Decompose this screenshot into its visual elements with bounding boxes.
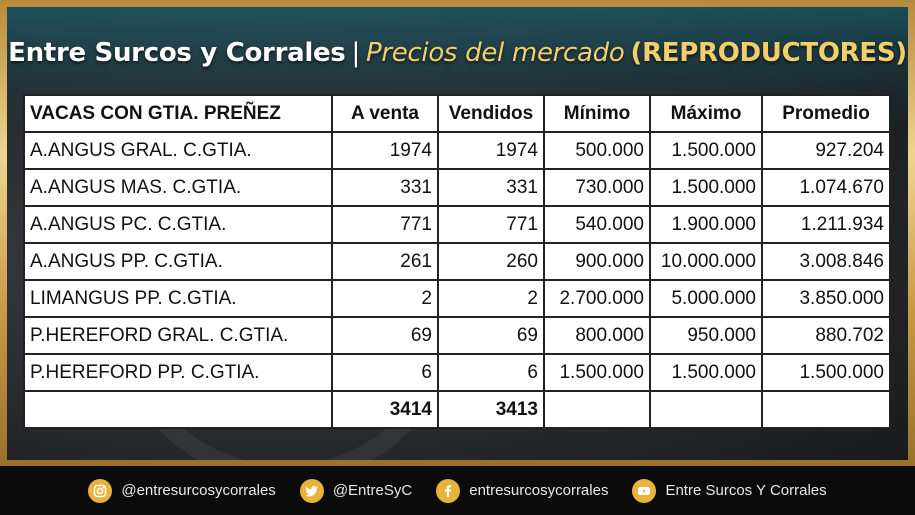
column-header-for-sale: A venta bbox=[331, 94, 439, 133]
cell-average: 1.211.934 bbox=[761, 205, 891, 244]
cell-max: 1.500.000 bbox=[649, 353, 763, 392]
twitter-icon bbox=[299, 478, 324, 503]
cell-total-max bbox=[649, 390, 763, 429]
page-title: Entre Surcos y Corrales | Precios del merc… bbox=[0, 38, 915, 68]
cell-average: 927.204 bbox=[761, 131, 891, 170]
cell-average: 3.850.000 bbox=[761, 279, 891, 318]
table-row: LIMANGUS PP. C.GTIA. 2 2 2.700.000 5.000… bbox=[23, 279, 891, 318]
title-separator: | bbox=[351, 38, 360, 68]
cell-sold: 1974 bbox=[437, 131, 545, 170]
column-header-sold: Vendidos bbox=[437, 94, 545, 133]
cell-total-for-sale: 3414 bbox=[331, 390, 439, 429]
column-header-category: VACAS CON GTIA. PREÑEZ bbox=[23, 94, 333, 133]
column-header-max: Máximo bbox=[649, 94, 763, 133]
cell-sold: 6 bbox=[437, 353, 545, 392]
prices-table: VACAS CON GTIA. PREÑEZ A venta Vendidos … bbox=[23, 94, 891, 429]
youtube-icon bbox=[632, 478, 657, 503]
table-row: P.HEREFORD PP. C.GTIA. 6 6 1.500.000 1.5… bbox=[23, 353, 891, 392]
cell-min: 800.000 bbox=[543, 316, 651, 355]
cell-max: 1.500.000 bbox=[649, 131, 763, 170]
cell-for-sale: 69 bbox=[331, 316, 439, 355]
twitter-handle: @EntreSyC bbox=[332, 482, 413, 499]
instagram-icon bbox=[88, 478, 113, 503]
cell-total-sold: 3413 bbox=[437, 390, 545, 429]
social-footer: @entresurcosycorrales @EntreSyC entresur… bbox=[0, 466, 915, 515]
cell-min: 730.000 bbox=[543, 168, 651, 207]
column-header-average: Promedio bbox=[761, 94, 891, 133]
cell-max: 950.000 bbox=[649, 316, 763, 355]
cell-for-sale: 2 bbox=[331, 279, 439, 318]
table-row: A.ANGUS PC. C.GTIA. 771 771 540.000 1.90… bbox=[23, 205, 891, 244]
cell-sold: 331 bbox=[437, 168, 545, 207]
cell-max: 5.000.000 bbox=[649, 279, 763, 318]
cell-min: 500.000 bbox=[543, 131, 651, 170]
cell-total-min bbox=[543, 390, 651, 429]
cell-sold: 2 bbox=[437, 279, 545, 318]
youtube-handle: Entre Surcos Y Corrales bbox=[665, 482, 827, 499]
table-header-row: VACAS CON GTIA. PREÑEZ A venta Vendidos … bbox=[23, 94, 891, 133]
totals-row: 3414 3413 bbox=[23, 390, 891, 429]
cell-category: P.HEREFORD PP. C.GTIA. bbox=[23, 353, 333, 392]
title-subtitle: Precios del mercado bbox=[365, 38, 625, 68]
cell-min: 900.000 bbox=[543, 242, 651, 281]
cell-max: 1.500.000 bbox=[649, 168, 763, 207]
cell-total-average bbox=[761, 390, 891, 429]
cell-for-sale: 261 bbox=[331, 242, 439, 281]
table-row: A.ANGUS GRAL. C.GTIA. 1974 1974 500.000 … bbox=[23, 131, 891, 170]
cell-category: A.ANGUS GRAL. C.GTIA. bbox=[23, 131, 333, 170]
cell-average: 1.074.670 bbox=[761, 168, 891, 207]
cell-average: 3.008.846 bbox=[761, 242, 891, 281]
cell-for-sale: 1974 bbox=[331, 131, 439, 170]
table-row: A.ANGUS PP. C.GTIA. 261 260 900.000 10.0… bbox=[23, 242, 891, 281]
instagram-link[interactable]: @entresurcosycorrales bbox=[88, 478, 276, 503]
facebook-icon bbox=[436, 478, 461, 503]
cell-for-sale: 331 bbox=[331, 168, 439, 207]
column-header-min: Mínimo bbox=[543, 94, 651, 133]
cell-min: 2.700.000 bbox=[543, 279, 651, 318]
youtube-link[interactable]: Entre Surcos Y Corrales bbox=[632, 478, 827, 503]
cell-for-sale: 771 bbox=[331, 205, 439, 244]
instagram-handle: @entresurcosycorrales bbox=[121, 482, 276, 499]
cell-max: 10.000.000 bbox=[649, 242, 763, 281]
cell-category: A.ANGUS PC. C.GTIA. bbox=[23, 205, 333, 244]
cell-min: 1.500.000 bbox=[543, 353, 651, 392]
cell-for-sale: 6 bbox=[331, 353, 439, 392]
cell-sold: 771 bbox=[437, 205, 545, 244]
cell-min: 540.000 bbox=[543, 205, 651, 244]
cell-sold: 69 bbox=[437, 316, 545, 355]
cell-category: LIMANGUS PP. C.GTIA. bbox=[23, 279, 333, 318]
cell-category: A.ANGUS PP. C.GTIA. bbox=[23, 242, 333, 281]
table-row: A.ANGUS MAS. C.GTIA. 331 331 730.000 1.5… bbox=[23, 168, 891, 207]
cell-total-label bbox=[23, 390, 333, 429]
facebook-link[interactable]: entresurcosycorrales bbox=[436, 478, 609, 503]
cell-sold: 260 bbox=[437, 242, 545, 281]
cell-average: 1.500.000 bbox=[761, 353, 891, 392]
title-category: (REPRODUCTORES) bbox=[630, 38, 907, 68]
facebook-handle: entresurcosycorrales bbox=[469, 482, 609, 499]
cell-max: 1.900.000 bbox=[649, 205, 763, 244]
twitter-link[interactable]: @EntreSyC bbox=[299, 478, 413, 503]
title-brand: Entre Surcos y Corrales bbox=[8, 38, 346, 68]
cell-average: 880.702 bbox=[761, 316, 891, 355]
cell-category: P.HEREFORD GRAL. C.GTIA. bbox=[23, 316, 333, 355]
table-row: P.HEREFORD GRAL. C.GTIA. 69 69 800.000 9… bbox=[23, 316, 891, 355]
cell-category: A.ANGUS MAS. C.GTIA. bbox=[23, 168, 333, 207]
